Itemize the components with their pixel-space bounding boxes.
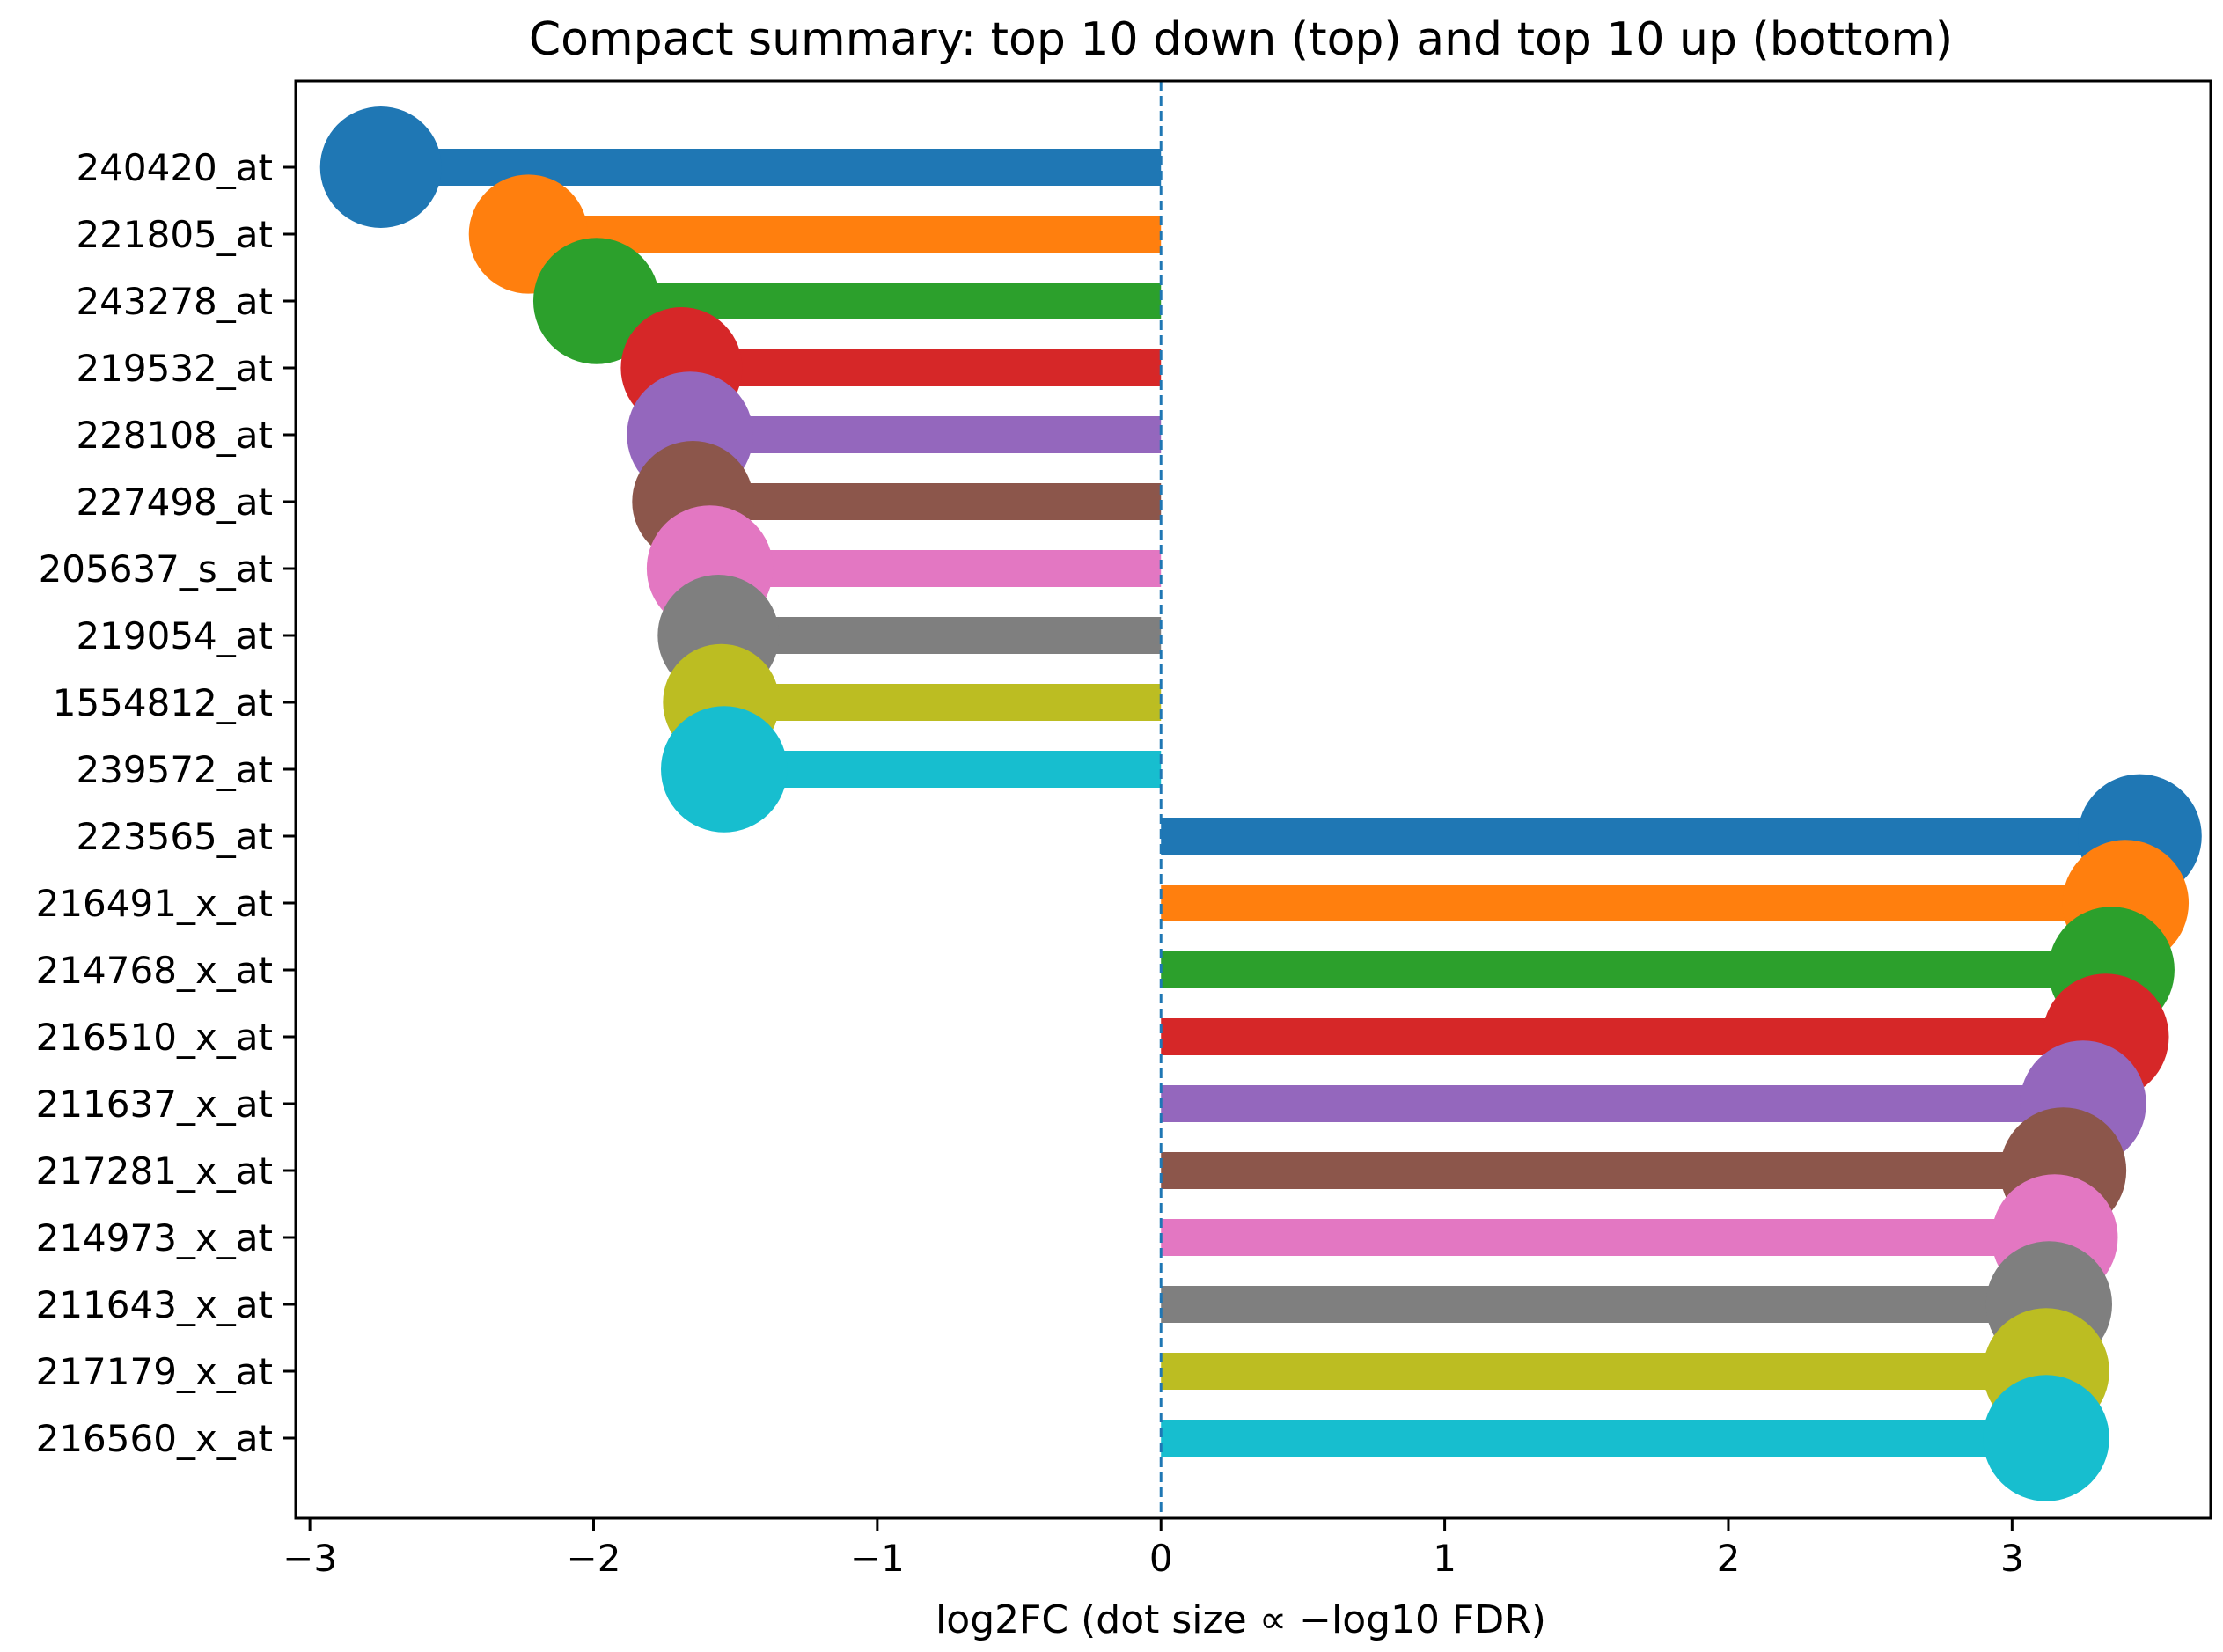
y-tick-label: 219532_at	[76, 347, 273, 390]
x-tick-label: 0	[1149, 1537, 1173, 1580]
y-tick-label: 1554812_at	[53, 681, 273, 724]
dot-243278_at	[532, 238, 660, 364]
x-tick-label: 2	[1717, 1537, 1741, 1580]
chart-title: Compact summary: top 10 down (top) and t…	[529, 13, 1953, 66]
y-tick-label: 211643_x_at	[36, 1283, 273, 1326]
x-tick-label: −2	[567, 1537, 621, 1580]
y-tick-label: 214768_x_at	[36, 949, 273, 992]
x-tick-label: −1	[850, 1537, 905, 1580]
y-tick-label: 216491_x_at	[36, 882, 273, 925]
dot-216560_x_at	[1983, 1375, 2109, 1501]
y-tick-label: 221805_at	[76, 213, 273, 256]
y-tick-label: 239572_at	[76, 748, 273, 791]
dot-239572_at	[661, 706, 788, 833]
x-tick-label: 3	[2000, 1537, 2024, 1580]
x-tick-label: 1	[1433, 1537, 1456, 1580]
y-tick-label: 240420_at	[76, 146, 273, 189]
y-tick-label: 217179_x_at	[36, 1350, 273, 1393]
dot-240420_at	[319, 106, 442, 228]
x-axis-label: log2FC (dot size ∝ −log10 FDR)	[935, 1597, 1546, 1642]
y-tick-label: 227498_at	[76, 481, 273, 524]
y-axis: 240420_at 221805_at 243278_at 219532_at 2281…	[36, 146, 296, 1460]
x-axis: −3 −2 −1 0 1 2 3	[282, 1518, 2024, 1580]
y-tick-label: 216510_x_at	[36, 1016, 273, 1059]
y-tick-label: 216560_x_at	[36, 1417, 273, 1460]
y-tick-label: 243278_at	[76, 280, 273, 323]
y-tick-label: 214973_x_at	[36, 1216, 273, 1259]
x-tick-label: −3	[282, 1537, 337, 1580]
y-tick-label: 205637_s_at	[39, 547, 273, 591]
plot-marks	[319, 81, 2202, 1518]
y-tick-label: 223565_at	[76, 815, 273, 858]
y-tick-label: 217281_x_at	[36, 1149, 273, 1193]
y-tick-label: 211637_x_at	[36, 1083, 273, 1126]
plot-frame	[294, 79, 2212, 1520]
y-tick-label: 228108_at	[76, 414, 273, 457]
y-tick-label: 219054_at	[76, 614, 273, 657]
